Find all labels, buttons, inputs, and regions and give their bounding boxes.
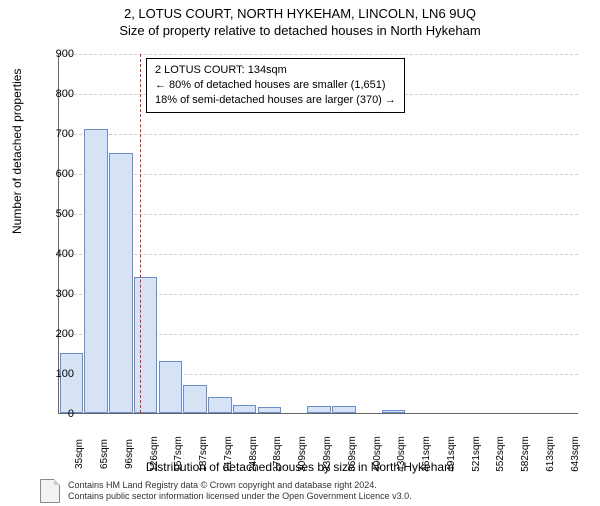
x-tick-label: 248sqm: [248, 436, 259, 472]
bar: [84, 129, 108, 413]
bar: [233, 405, 257, 413]
x-tick-label: 582sqm: [520, 436, 531, 472]
bar: [307, 406, 331, 413]
bar: [332, 406, 356, 413]
y-tick-label: 100: [40, 368, 74, 380]
page-title-sub: Size of property relative to detached ho…: [0, 23, 600, 38]
x-tick-label: 126sqm: [149, 436, 160, 472]
x-tick-label: 521sqm: [471, 436, 482, 472]
x-tick-label: 157sqm: [173, 436, 184, 472]
annotation-line: 2 LOTUS COURT: 134sqm: [155, 63, 396, 78]
footer-line-2: Contains public sector information licen…: [68, 491, 412, 502]
footer-line-1: Contains HM Land Registry data © Crown c…: [68, 480, 412, 491]
bar: [134, 277, 158, 413]
x-tick-label: 430sqm: [396, 436, 407, 472]
gridline-h: [59, 134, 578, 135]
bar: [382, 410, 406, 413]
annotation-line: ← 80% of detached houses are smaller (1,…: [155, 78, 396, 93]
y-tick-label: 200: [40, 328, 74, 340]
x-tick-label: 217sqm: [223, 436, 234, 472]
y-tick-label: 700: [40, 128, 74, 140]
bar: [183, 385, 207, 413]
x-tick-label: 613sqm: [545, 436, 556, 472]
chart-area: 2 LOTUS COURT: 134sqm← 80% of detached h…: [58, 54, 578, 414]
x-tick-label: 65sqm: [99, 439, 110, 469]
x-tick-label: 96sqm: [124, 439, 135, 469]
marker-vertical-line: [140, 54, 141, 413]
gridline-h: [59, 214, 578, 215]
y-tick-label: 300: [40, 288, 74, 300]
gridline-h: [59, 254, 578, 255]
y-axis-label: Number of detached properties: [10, 69, 24, 234]
y-tick-label: 600: [40, 168, 74, 180]
x-tick-label: 35sqm: [74, 439, 85, 469]
x-tick-label: 369sqm: [347, 436, 358, 472]
y-tick-label: 900: [40, 48, 74, 60]
x-tick-label: 552sqm: [495, 436, 506, 472]
annotation-line: 18% of semi-detached houses are larger (…: [155, 93, 396, 108]
bar: [60, 353, 84, 413]
x-tick-label: 339sqm: [322, 436, 333, 472]
y-tick-label: 400: [40, 248, 74, 260]
gridline-h: [59, 54, 578, 55]
x-tick-label: 187sqm: [198, 436, 209, 472]
x-tick-label: 643sqm: [570, 436, 581, 472]
x-tick-label: 400sqm: [372, 436, 383, 472]
bar: [159, 361, 183, 413]
footer-attribution: Contains HM Land Registry data © Crown c…: [68, 480, 412, 502]
annotation-box: 2 LOTUS COURT: 134sqm← 80% of detached h…: [146, 58, 405, 113]
gridline-h: [59, 174, 578, 175]
bar: [258, 407, 282, 413]
x-tick-label: 491sqm: [446, 436, 457, 472]
page-title-main: 2, LOTUS COURT, NORTH HYKEHAM, LINCOLN, …: [0, 6, 600, 21]
bar: [109, 153, 133, 413]
y-tick-label: 500: [40, 208, 74, 220]
bar: [208, 397, 232, 413]
y-tick-label: 0: [40, 408, 74, 420]
document-icon: [40, 479, 60, 503]
y-tick-label: 800: [40, 88, 74, 100]
x-tick-label: 461sqm: [421, 436, 432, 472]
x-tick-label: 278sqm: [272, 436, 283, 472]
x-tick-label: 309sqm: [297, 436, 308, 472]
